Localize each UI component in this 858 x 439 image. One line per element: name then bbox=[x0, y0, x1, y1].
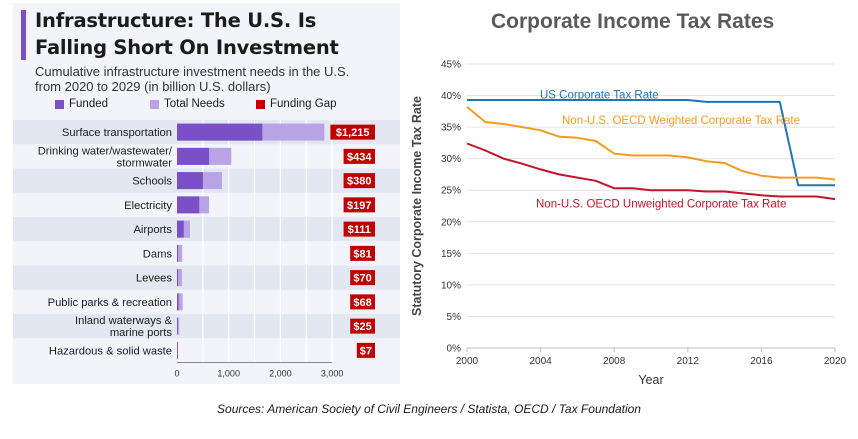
category-label: Electricity bbox=[124, 200, 172, 212]
us-rate-annotation: US Corporate Tax Rate bbox=[540, 90, 659, 102]
x-tick-label: 2000 bbox=[456, 356, 479, 367]
gap-badge bbox=[343, 197, 375, 213]
funded-bar bbox=[177, 269, 179, 287]
category-label: Drinking water/wastewater/ bbox=[38, 145, 173, 157]
funded-bar bbox=[177, 172, 203, 190]
funded-bar bbox=[177, 293, 179, 311]
x-tick-label: 2012 bbox=[677, 356, 700, 367]
row-band bbox=[13, 314, 400, 339]
y-tick-label: 20% bbox=[441, 217, 461, 228]
x-tick-label: 3,000 bbox=[321, 369, 344, 379]
tax-rate-line-chart: 0% 5% 10% 15% 20% 25% 30% 35% 40% 45% 2000 2004 2008… bbox=[410, 60, 847, 388]
gap-badge bbox=[343, 221, 375, 237]
y-tick-label: 30% bbox=[441, 154, 461, 165]
y-tick-label: 15% bbox=[441, 249, 461, 260]
category-label: Schools bbox=[132, 176, 172, 188]
gap-badge bbox=[356, 342, 375, 358]
category-label: Airports bbox=[133, 224, 172, 236]
legend-total-needs-swatch bbox=[150, 99, 159, 109]
oecd-weighted-line bbox=[466, 106, 836, 181]
gap-label: $68 bbox=[353, 297, 371, 309]
category-label: Public parks & recreation bbox=[48, 297, 172, 309]
category-label: Levees bbox=[136, 273, 172, 285]
sources-footer: Sources: American Society of Civil Engin… bbox=[217, 402, 641, 416]
funded-bar bbox=[177, 196, 200, 214]
gap-label: $111 bbox=[348, 224, 371, 236]
legend-total-needs-label: Total Needs bbox=[164, 98, 225, 110]
oecd-weighted-annotation: Non-U.S. OECD Weighted Corporate Tax Rat… bbox=[562, 115, 800, 127]
x-axis-title: Year bbox=[638, 373, 663, 387]
gap-label: $70 bbox=[353, 273, 371, 285]
gap-label: $81 bbox=[353, 248, 371, 260]
legend-funding-gap-swatch bbox=[256, 99, 265, 109]
category-label: Dams bbox=[143, 248, 173, 260]
title-accent-bar bbox=[21, 10, 26, 60]
gap-badge bbox=[350, 245, 375, 261]
x-tick-label: 2008 bbox=[603, 356, 626, 367]
x-tick-label: 1,000 bbox=[217, 369, 240, 379]
funded-bar bbox=[177, 123, 263, 141]
category-label: Hazardous & solid waste bbox=[49, 345, 172, 357]
y-tick-label: 0% bbox=[447, 344, 462, 355]
row-band bbox=[13, 265, 400, 290]
gap-badge bbox=[330, 124, 375, 140]
y-tick-label: 45% bbox=[441, 60, 461, 71]
total-needs-bar bbox=[177, 293, 183, 311]
total-needs-bar bbox=[177, 317, 180, 335]
infrastructure-title-line2: Falling Short On Investment bbox=[35, 36, 339, 59]
y-axis-title: Statutory Corporate Income Tax Rate bbox=[410, 96, 424, 316]
total-needs-bar bbox=[177, 269, 182, 287]
gap-badge bbox=[350, 294, 375, 310]
legend-funding-gap: Funding Gap bbox=[256, 98, 337, 110]
y-tick-label: 10% bbox=[441, 280, 461, 291]
gap-label: $380 bbox=[347, 176, 371, 188]
x-tick-label: 2020 bbox=[824, 356, 847, 367]
legend-funded-label: Funded bbox=[69, 98, 109, 110]
legend-funded-swatch bbox=[55, 99, 64, 109]
infrastructure-subtitle-line1: Cumulative infrastructure investment nee… bbox=[35, 64, 350, 79]
y-tick-label: 40% bbox=[441, 91, 461, 102]
us-rate-line bbox=[467, 99, 835, 187]
legend-funding-gap-label: Funding Gap bbox=[270, 98, 337, 110]
gap-label: $197 bbox=[347, 200, 371, 212]
legend-funded: Funded bbox=[55, 98, 108, 110]
oecd-unweighted-line bbox=[466, 142, 836, 201]
x-tick-label: 2016 bbox=[750, 356, 773, 367]
funded-bar bbox=[177, 244, 179, 262]
gap-badge bbox=[343, 148, 375, 164]
y-tick-label: 35% bbox=[441, 123, 461, 134]
category-label: Surface transportation bbox=[62, 127, 172, 139]
category-label: Inland waterways & bbox=[75, 315, 173, 327]
legend-total-needs: Total Needs bbox=[150, 98, 225, 110]
funded-bar bbox=[177, 220, 184, 238]
gap-label: $25 bbox=[353, 321, 371, 333]
x-tick-label: 2004 bbox=[529, 356, 552, 367]
funded-bar bbox=[177, 317, 178, 335]
gap-label: $7 bbox=[360, 345, 372, 357]
funded-bar bbox=[177, 341, 178, 359]
x-tick-label: 0 bbox=[174, 369, 179, 379]
gap-label: $1,215 bbox=[336, 127, 370, 139]
x-tick-label: 2,000 bbox=[269, 369, 292, 379]
gap-badge bbox=[350, 270, 375, 286]
infrastructure-title-line1: Infrastructure: The U.S. Is bbox=[35, 9, 317, 32]
total-needs-bar bbox=[177, 244, 183, 262]
y-tick-label: 5% bbox=[447, 312, 462, 323]
row-band bbox=[13, 217, 400, 242]
gap-badge bbox=[350, 318, 375, 334]
oecd-unweighted-annotation: Non-U.S. OECD Unweighted Corporate Tax R… bbox=[536, 198, 786, 210]
category-label: stormwater bbox=[117, 157, 173, 169]
infrastructure-bar-chart: Surface transportation $1,215 Drinking wat… bbox=[13, 120, 400, 379]
infrastructure-subtitle-line2: from 2020 to 2029 (in billion U.S. dolla… bbox=[35, 79, 271, 94]
gap-label: $434 bbox=[347, 151, 372, 163]
category-label: marine ports bbox=[110, 327, 173, 339]
gap-badge bbox=[343, 173, 375, 189]
y-tick-label: 25% bbox=[441, 186, 461, 197]
tax-chart-title: Corporate Income Tax Rates bbox=[491, 10, 775, 33]
funded-bar bbox=[177, 147, 210, 165]
